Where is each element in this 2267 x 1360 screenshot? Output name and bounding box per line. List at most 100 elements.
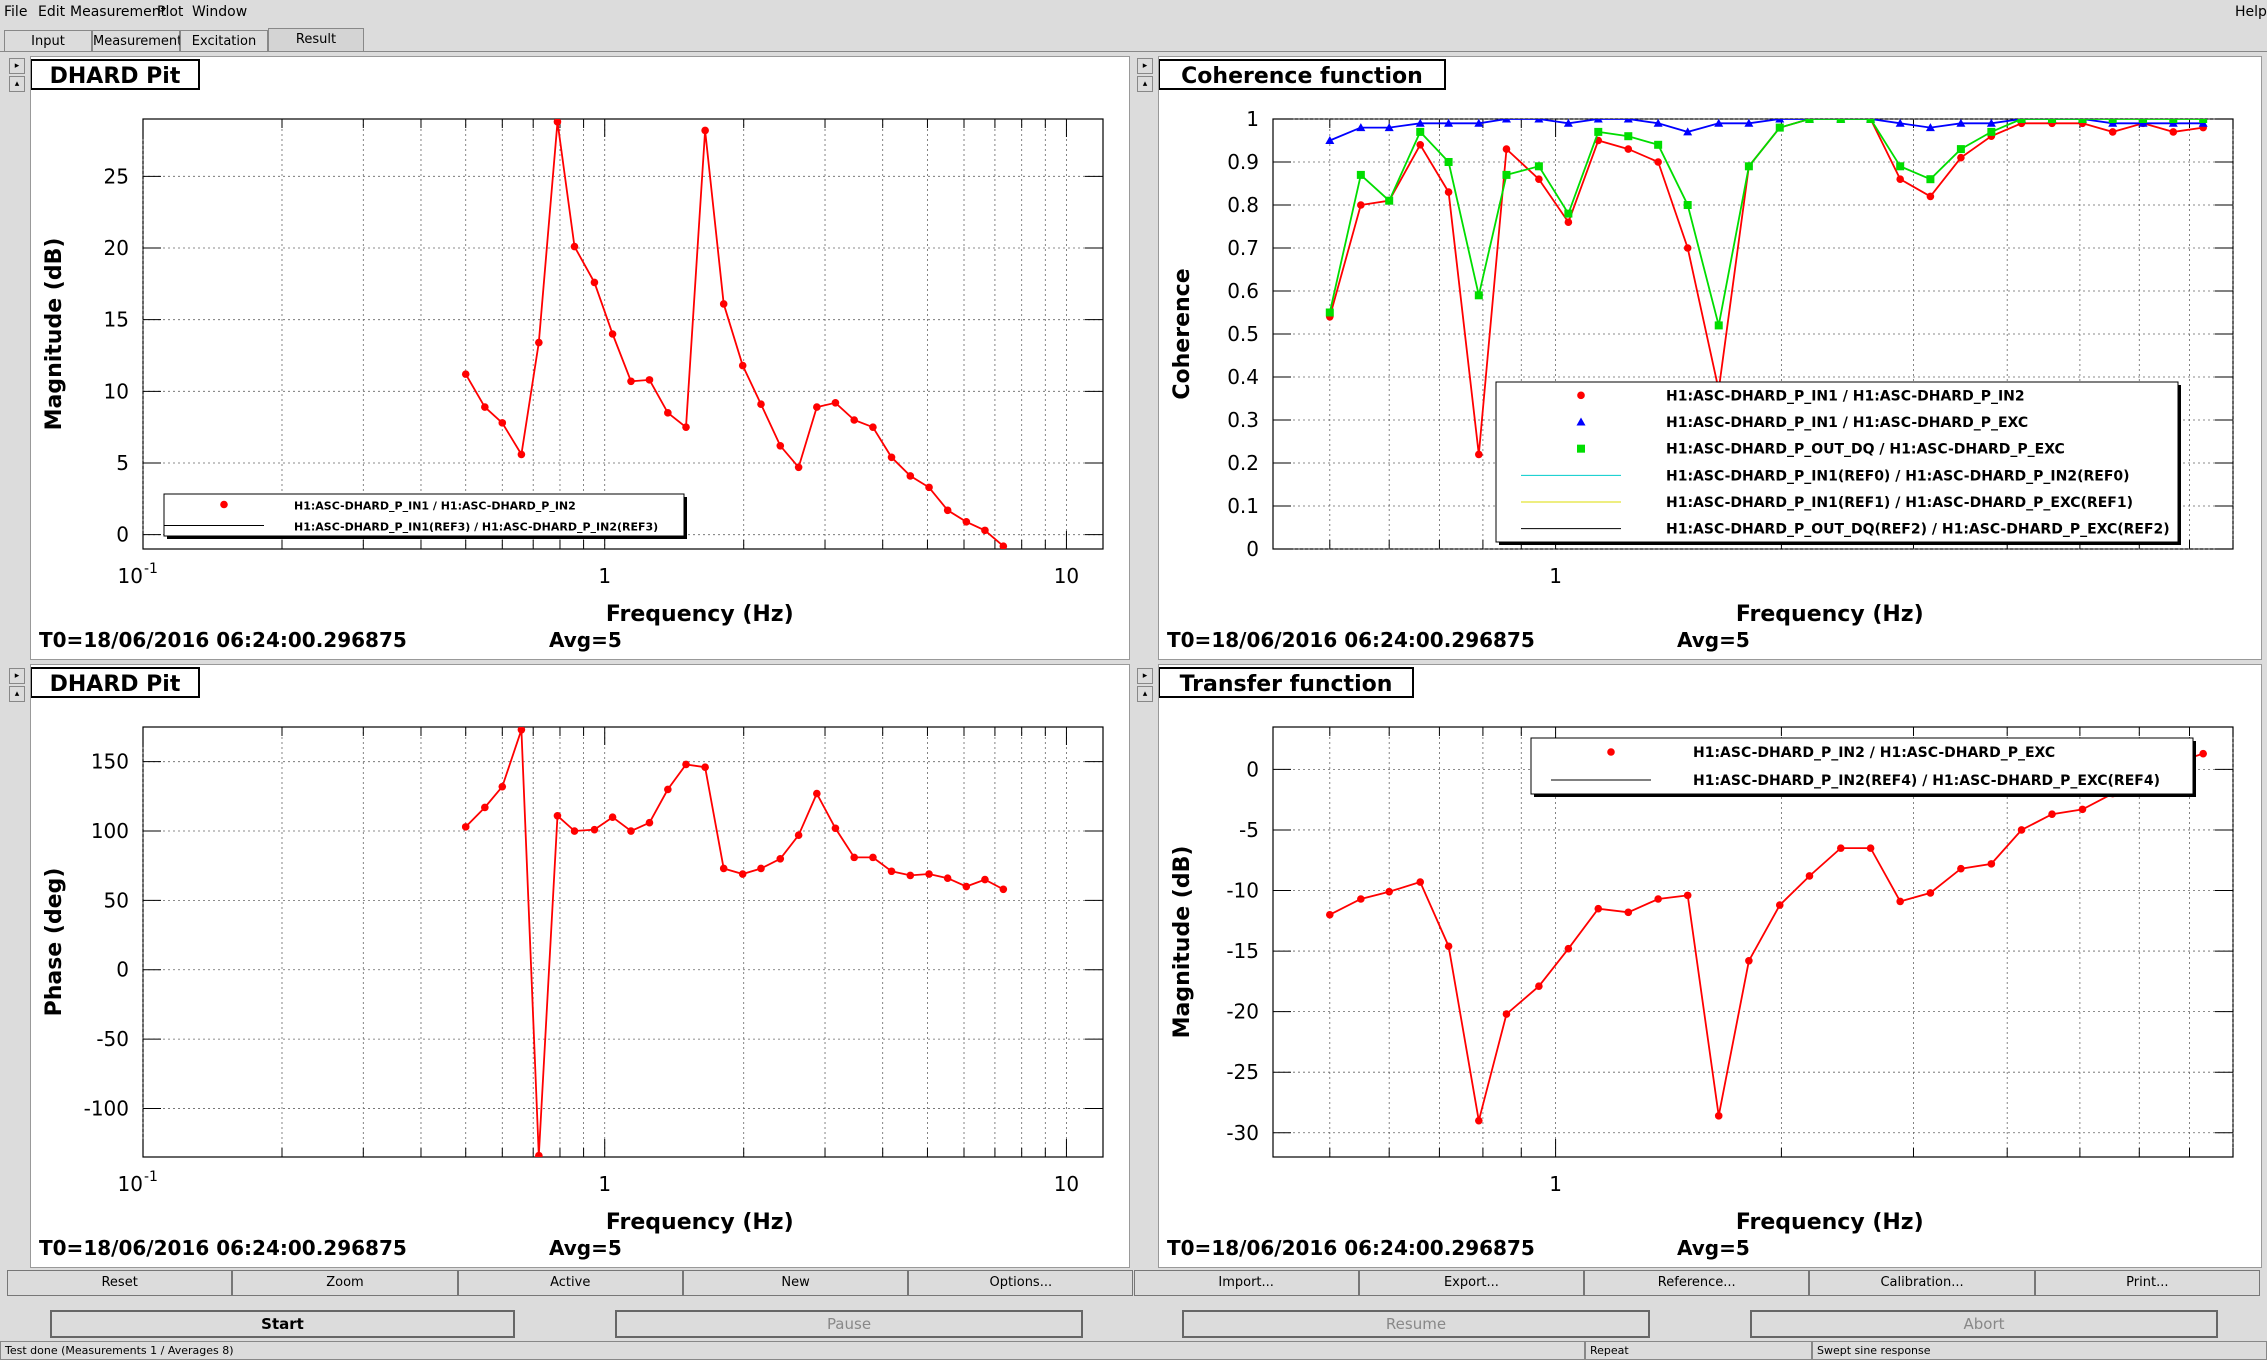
toolbar-button-calibration[interactable]: Calibration... xyxy=(1809,1270,2035,1296)
data-point xyxy=(1957,153,1965,162)
toolbar-button-print[interactable]: Print... xyxy=(2034,1270,2260,1296)
data-point xyxy=(1384,123,1394,132)
data-point xyxy=(1593,119,1603,123)
data-point xyxy=(570,242,579,251)
data-point xyxy=(1624,908,1633,917)
panel-title: Transfer function xyxy=(1180,672,1393,697)
data-point xyxy=(757,864,765,873)
data-point xyxy=(701,763,709,772)
tab-excitation[interactable]: Excitation xyxy=(180,30,268,52)
legend-marker xyxy=(1577,391,1585,400)
plot-panel-bottom-right[interactable]: Transfer function -30 -25 -20 -15 -10 -5 0 1 Freq… xyxy=(1158,664,2262,1268)
data-point xyxy=(850,853,859,862)
panel-averages: Avg=5 xyxy=(549,628,622,652)
data-point xyxy=(461,370,470,378)
panel-averages: Avg=5 xyxy=(549,1236,622,1260)
data-point xyxy=(2169,119,2178,123)
data-point xyxy=(1896,162,1905,171)
toolbar-button-reference[interactable]: Reference... xyxy=(1584,1270,1810,1296)
toolbar-button-active[interactable]: Active xyxy=(457,1270,683,1296)
toolbar-button-reset[interactable]: Reset xyxy=(7,1270,233,1296)
legend-label: H1:ASC-DHARD_P_IN1(REF3) / H1:ASC-DHARD_… xyxy=(294,521,658,534)
legend-box xyxy=(1495,381,2179,543)
panel4-collapse-button[interactable]: ▴ xyxy=(1137,686,1153,702)
data-point xyxy=(1926,175,1935,184)
y-tick-label: 50 xyxy=(104,888,129,912)
data-point xyxy=(925,870,933,878)
data-point xyxy=(1775,901,1784,909)
tab-result[interactable]: Result xyxy=(268,28,364,52)
menu-window[interactable]: Window xyxy=(192,4,248,20)
data-point xyxy=(682,760,690,769)
x-tick-label: 10 xyxy=(118,564,143,588)
grid-lines xyxy=(142,727,1103,1157)
resume-button[interactable]: Resume xyxy=(1182,1310,1650,1338)
data-point xyxy=(1535,175,1543,183)
data-point xyxy=(1683,891,1692,900)
data-point xyxy=(1956,119,1966,127)
data-point xyxy=(1624,145,1633,153)
plot-panel-bottom-left[interactable]: DHARD Pit -100 -50 0 50 100 150 10 -1 1 10 Frequenc… xyxy=(30,664,1130,1268)
menu-edit[interactable]: Edit xyxy=(38,4,66,20)
menu-plot[interactable]: Plot xyxy=(157,4,184,20)
panel1-collapse-button[interactable]: ▴ xyxy=(9,76,25,92)
legend-box xyxy=(163,493,685,537)
toolbar-button-options[interactable]: Options... xyxy=(908,1270,1134,1296)
y-tick-label: 0 xyxy=(1246,757,1259,781)
data-point xyxy=(776,442,785,450)
panel2-collapse-button[interactable]: ▴ xyxy=(1137,76,1153,92)
y-tick-label: 100 xyxy=(91,819,129,843)
data-point xyxy=(1836,119,1845,123)
tab-input[interactable]: Input xyxy=(4,30,92,52)
start-button[interactable]: Start xyxy=(50,1310,515,1338)
data-point xyxy=(590,278,599,287)
x-tick-label-exponent: -1 xyxy=(144,561,158,577)
data-point xyxy=(2108,128,2117,136)
data-point xyxy=(1624,132,1633,141)
toolbar-button-export[interactable]: Export... xyxy=(1358,1270,1585,1296)
panel1-expand-button[interactable]: ▸ xyxy=(9,58,25,74)
data-point xyxy=(1986,119,1996,127)
series-0 xyxy=(461,119,1008,549)
panel3-collapse-button[interactable]: ▴ xyxy=(9,686,25,702)
panel2-expand-button[interactable]: ▸ xyxy=(1137,58,1153,74)
plot-panel-top-left[interactable]: DHARD Pit 0 5 10 15 20 25 10 -1 1 10 Frequency (Hz)… xyxy=(30,56,1130,660)
data-point xyxy=(1416,878,1425,886)
plot-panel-top-right[interactable]: Coherence function 0 0.1 0.2 0.3 0.4 0.5 0.6 0.7… xyxy=(1158,56,2262,660)
data-point xyxy=(517,727,526,734)
data-point xyxy=(1564,218,1573,226)
data-point xyxy=(1775,123,1784,132)
data-point xyxy=(1654,158,1662,166)
abort-button[interactable]: Abort xyxy=(1750,1310,2218,1338)
toolbar-button-zoom[interactable]: Zoom xyxy=(232,1270,458,1296)
legend-marker xyxy=(1607,748,1615,756)
data-point xyxy=(1502,1010,1511,1018)
data-point xyxy=(1444,942,1453,951)
y-tick-label: 5 xyxy=(116,451,129,475)
y-tick-label: 0.4 xyxy=(1227,365,1259,389)
data-point xyxy=(1475,450,1483,459)
toolbar-button-new[interactable]: New xyxy=(682,1270,909,1296)
data-point xyxy=(535,338,543,347)
y-tick-label: 150 xyxy=(91,750,129,774)
tab-measurement[interactable]: Measurement xyxy=(92,30,182,52)
menu-help[interactable]: Help xyxy=(2235,4,2267,20)
toolbar-button-import[interactable]: Import... xyxy=(1133,1270,1359,1296)
legend-label: H1:ASC-DHARD_P_IN2 / H1:ASC-DHARD_P_EXC xyxy=(1693,745,2055,761)
panel4-expand-button[interactable]: ▸ xyxy=(1137,668,1153,684)
y-tick-label: 25 xyxy=(104,164,129,188)
data-point xyxy=(1564,944,1573,953)
data-point xyxy=(1745,956,1753,965)
x-tick-label: 1 xyxy=(1549,1172,1562,1196)
pause-button[interactable]: Pause xyxy=(615,1310,1083,1338)
data-point xyxy=(2017,826,2026,834)
data-point xyxy=(1564,209,1573,218)
plot-frame xyxy=(142,726,1104,1158)
panel3-expand-button[interactable]: ▸ xyxy=(9,668,25,684)
data-point xyxy=(794,463,803,472)
data-point xyxy=(1654,895,1662,903)
data-point xyxy=(943,874,952,882)
data-point xyxy=(1866,119,1875,123)
menu-file[interactable]: File xyxy=(4,4,28,20)
menu-measurement[interactable]: Measurement xyxy=(70,4,167,20)
